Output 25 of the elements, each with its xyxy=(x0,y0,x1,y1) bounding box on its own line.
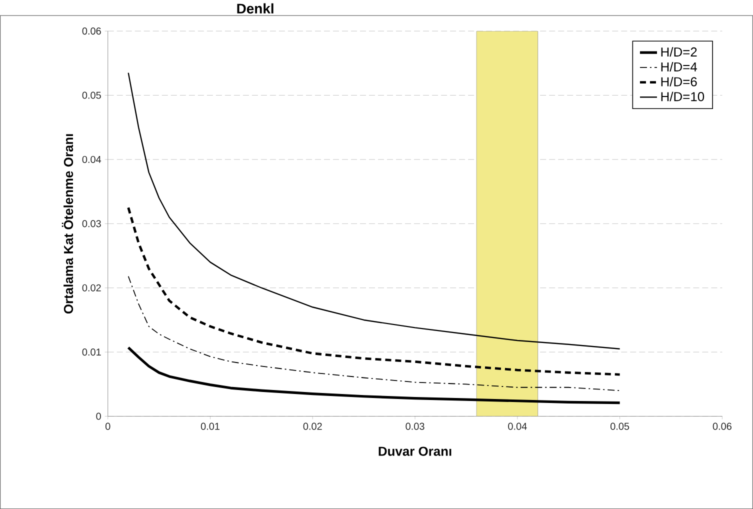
y-tick-label: 0.03 xyxy=(82,220,101,228)
legend-label: H/D=4 xyxy=(661,62,697,72)
x-tick-label: 0.06 xyxy=(712,422,732,430)
x-tick-label: 0.04 xyxy=(508,422,527,430)
x-tick-label: 0.03 xyxy=(406,422,424,430)
y-tick-label: 0.06 xyxy=(82,27,101,35)
legend-label: H/D=10 xyxy=(661,92,704,102)
y-axis-title: Ortalama Kat Ötelenme Oranı xyxy=(62,134,74,314)
legend-label: H/D=6 xyxy=(661,76,697,86)
y-tick-label: 0.05 xyxy=(82,92,101,99)
y-tick-label: 0.02 xyxy=(82,284,101,292)
chart-title: Denkl xyxy=(237,3,274,14)
x-tick-label: 0 xyxy=(105,422,110,430)
legend-label: H/D=2 xyxy=(661,47,697,57)
y-tick-label: 0 xyxy=(96,412,101,420)
x-tick-label: 0.02 xyxy=(303,422,322,430)
x-tick-label: 0.01 xyxy=(200,422,220,430)
line-series xyxy=(128,72,620,350)
y-tick-label: 0.01 xyxy=(82,348,101,356)
line-series xyxy=(127,346,622,404)
x-tick-label: 0.05 xyxy=(610,422,630,430)
y-tick-label: 0.04 xyxy=(82,156,102,163)
line-series xyxy=(127,206,622,376)
line-series xyxy=(128,276,620,391)
x-axis-title: Duvar Oranı xyxy=(378,446,452,456)
